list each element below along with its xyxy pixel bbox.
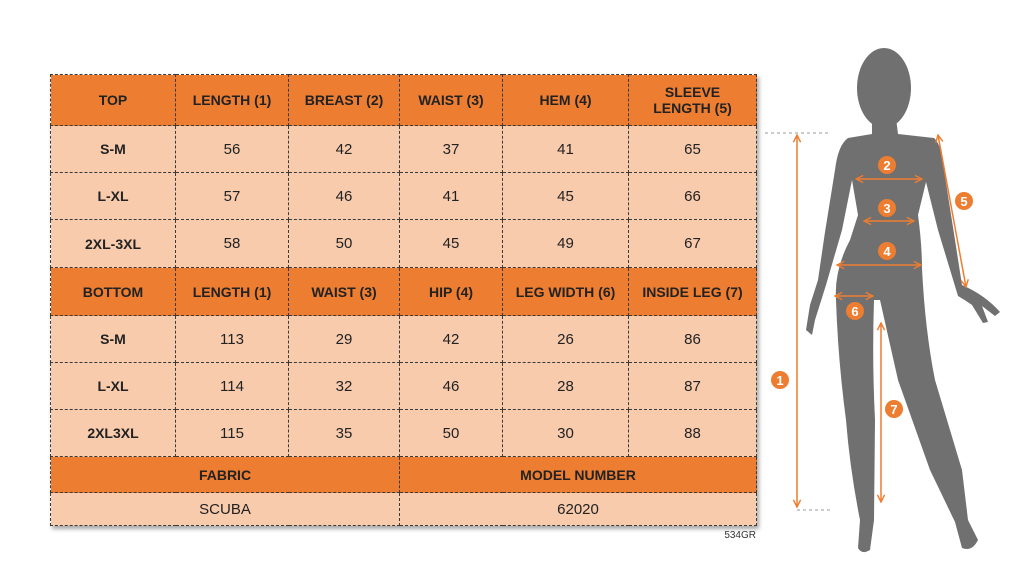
cell: 41 (502, 125, 629, 173)
svg-text:3: 3 (883, 201, 890, 216)
cell: 50 (288, 219, 400, 268)
cell: 113 (175, 315, 289, 363)
header-waist: WAIST (3) (399, 74, 503, 126)
header-leg-width: LEG WIDTH (6) (502, 267, 629, 316)
header-waist: WAIST (3) (288, 267, 400, 316)
table-row: S-M 56 42 37 41 65 (50, 125, 757, 173)
marker-4: 4 (878, 242, 896, 260)
header-hip: HIP (4) (399, 267, 503, 316)
header-model-number: MODEL NUMBER (399, 456, 757, 493)
svg-text:4: 4 (883, 244, 891, 259)
table-row: 2XL3XL 115 35 50 30 88 (50, 409, 757, 457)
cell: 67 (628, 219, 757, 268)
size-chart-table: TOP LENGTH (1) BREAST (2) WAIST (3) HEM … (50, 74, 757, 526)
bottom-header-row: BOTTOM LENGTH (1) WAIST (3) HIP (4) LEG … (50, 267, 757, 316)
svg-text:6: 6 (851, 304, 858, 319)
cell: 88 (628, 409, 757, 457)
cell: 29 (288, 315, 400, 363)
svg-text:2: 2 (883, 158, 890, 173)
product-code: 534GR (724, 530, 756, 541)
fabric-value-row: SCUBA 62020 (50, 492, 757, 526)
svg-text:7: 7 (890, 402, 897, 417)
header-top: TOP (50, 74, 176, 126)
cell: 45 (399, 219, 503, 268)
cell: 87 (628, 362, 757, 410)
marker-7: 7 (885, 400, 903, 418)
header-length: LENGTH (1) (175, 267, 289, 316)
cell: 50 (399, 409, 503, 457)
cell: 46 (399, 362, 503, 410)
table-row: 2XL-3XL 58 50 45 49 67 (50, 219, 757, 268)
size-label: S-M (50, 315, 176, 363)
size-label: L-XL (50, 172, 176, 220)
cell: 45 (502, 172, 629, 220)
cell: 41 (399, 172, 503, 220)
header-hem: HEM (4) (502, 74, 629, 126)
table-row: L-XL 57 46 41 45 66 (50, 172, 757, 220)
size-label: L-XL (50, 362, 176, 410)
header-sleeve-length: SLEEVE LENGTH (5) (628, 74, 757, 126)
cell: 114 (175, 362, 289, 410)
header-inside-leg: INSIDE LEG (7) (628, 267, 757, 316)
cell: 32 (288, 362, 400, 410)
cell: 42 (399, 315, 503, 363)
marker-2: 2 (878, 156, 896, 174)
fabric-value: SCUBA (50, 492, 400, 526)
cell: 86 (628, 315, 757, 363)
cell: 37 (399, 125, 503, 173)
svg-text:5: 5 (960, 194, 967, 209)
cell: 66 (628, 172, 757, 220)
cell: 30 (502, 409, 629, 457)
silhouette (806, 48, 1000, 553)
top-header-row: TOP LENGTH (1) BREAST (2) WAIST (3) HEM … (50, 74, 757, 126)
svg-text:1: 1 (776, 373, 783, 388)
marker-3: 3 (878, 199, 896, 217)
cell: 35 (288, 409, 400, 457)
cell: 58 (175, 219, 289, 268)
cell: 115 (175, 409, 289, 457)
size-label: S-M (50, 125, 176, 173)
header-bottom: BOTTOM (50, 267, 176, 316)
measurement-markers: 1 2 3 4 5 6 7 (771, 156, 973, 418)
measurement-guides (765, 132, 966, 511)
cell: 49 (502, 219, 629, 268)
cell: 56 (175, 125, 289, 173)
header-fabric: FABRIC (50, 456, 400, 493)
sleeve-arrow (938, 135, 966, 287)
marker-6: 6 (846, 302, 864, 320)
fabric-header-row: FABRIC MODEL NUMBER (50, 456, 757, 493)
marker-5: 5 (955, 192, 973, 210)
cell: 42 (288, 125, 400, 173)
marker-1: 1 (771, 371, 789, 389)
size-label: 2XL-3XL (50, 219, 176, 268)
model-number-value: 62020 (399, 492, 757, 526)
table-row: S-M 113 29 42 26 86 (50, 315, 757, 363)
